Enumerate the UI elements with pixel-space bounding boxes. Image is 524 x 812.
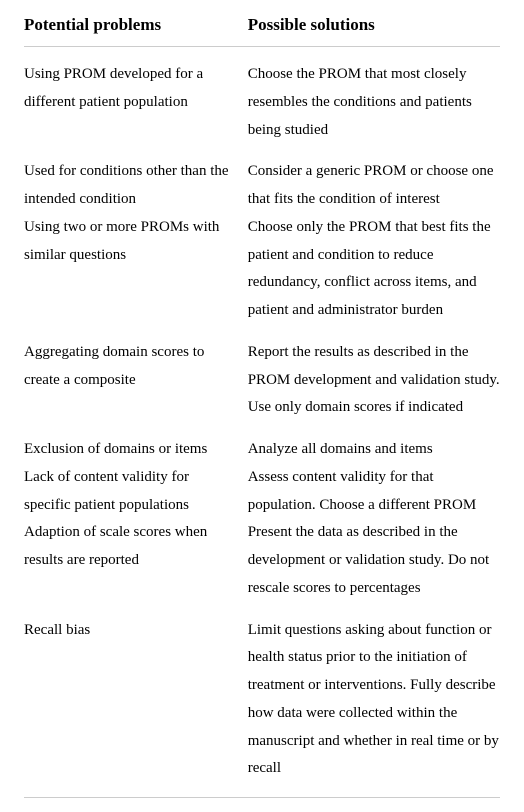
problem-cell: Adaption of scale scores when results ar… <box>24 519 248 602</box>
problems-solutions-table: Potential problems Possible solutions Us… <box>24 14 500 798</box>
solution-cell: Present the data as described in the dev… <box>248 519 500 602</box>
table-row: Exclusion of domains or items Analyze al… <box>24 436 500 464</box>
table-row: Used for conditions other than the inten… <box>24 158 500 214</box>
problem-cell: Used for conditions other than the inten… <box>24 158 248 214</box>
problem-cell: Aggregating domain scores to create a co… <box>24 339 248 422</box>
table-row: Adaption of scale scores when results ar… <box>24 519 500 602</box>
table-row: Recall bias Limit questions asking about… <box>24 617 500 784</box>
table-row: Using two or more PROMs with similar que… <box>24 214 500 325</box>
solution-cell: Assess content validity for that populat… <box>248 464 500 520</box>
problem-cell: Lack of content validity for specific pa… <box>24 464 248 520</box>
problem-cell: Using two or more PROMs with similar que… <box>24 214 248 325</box>
header-solutions: Possible solutions <box>248 14 500 36</box>
table-row: Aggregating domain scores to create a co… <box>24 339 500 422</box>
table-header-row: Potential problems Possible solutions <box>24 14 500 47</box>
solution-cell: Choose only the PROM that best fits the … <box>248 214 500 325</box>
header-problems: Potential problems <box>24 14 248 36</box>
table-bottom-rule <box>24 797 500 798</box>
table-row: Using PROM developed for a different pat… <box>24 61 500 144</box>
solution-cell: Choose the PROM that most closely resemb… <box>248 61 500 144</box>
solution-cell: Limit questions asking about function or… <box>248 617 500 784</box>
problem-cell: Recall bias <box>24 617 248 784</box>
solution-cell: Consider a generic PROM or choose one th… <box>248 158 500 214</box>
table-row: Lack of content validity for specific pa… <box>24 464 500 520</box>
solution-cell: Report the results as described in the P… <box>248 339 500 422</box>
problem-cell: Exclusion of domains or items <box>24 436 248 464</box>
solution-cell: Analyze all domains and items <box>248 436 500 464</box>
problem-cell: Using PROM developed for a different pat… <box>24 61 248 144</box>
